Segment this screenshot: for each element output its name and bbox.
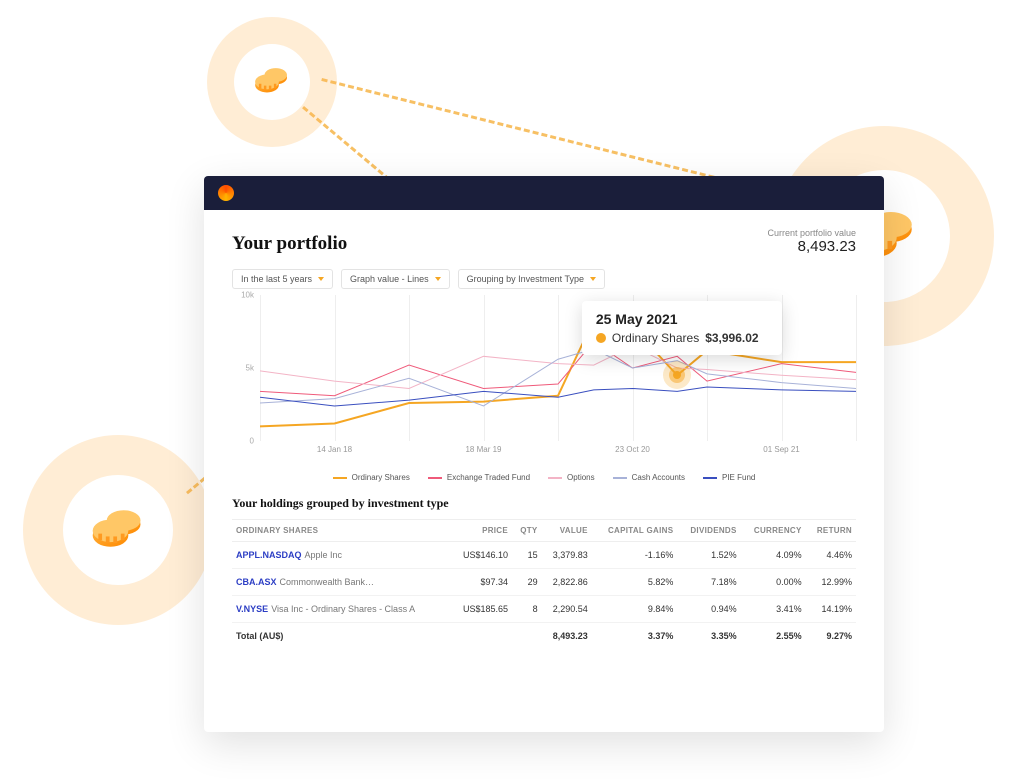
tooltip-value: $3,996.02	[705, 331, 758, 345]
legend-item[interactable]: Cash Accounts	[613, 473, 685, 482]
app-window: Your portfolio Current portfolio value 8…	[204, 176, 884, 732]
coin-bubble	[23, 435, 213, 625]
x-axis-tick: 01 Sep 21	[763, 445, 799, 454]
cell-gains: -1.16%	[592, 542, 678, 569]
cell-gains: 5.82%	[592, 569, 678, 596]
cell-return: 12.99%	[806, 569, 856, 596]
legend-swatch-icon	[548, 477, 562, 479]
table-row[interactable]: APPL.NASDAQApple Inc US$146.10 15 3,379.…	[232, 542, 856, 569]
total-gains: 3.37%	[592, 623, 678, 650]
legend-swatch-icon	[428, 477, 442, 479]
total-return: 9.27%	[806, 623, 856, 650]
cell-value: 3,379.83	[542, 542, 592, 569]
table-header: CAPITAL GAINS	[592, 520, 678, 542]
graph-type-dropdown[interactable]: Graph value - Lines	[341, 269, 450, 289]
table-header: DIVIDENDS	[677, 520, 740, 542]
company-name: Apple Inc	[305, 550, 343, 560]
tooltip-dot-icon	[596, 333, 606, 343]
legend-label: Options	[567, 473, 595, 482]
cell-value: 2,822.86	[542, 569, 592, 596]
total-value: 8,493.23	[542, 623, 592, 650]
gridline	[856, 295, 857, 441]
total-dividends: 3.35%	[677, 623, 740, 650]
legend-item[interactable]: PIE Fund	[703, 473, 755, 482]
x-axis-tick: 23 Oct 20	[615, 445, 650, 454]
holdings-subheading: Your holdings grouped by investment type	[232, 496, 856, 511]
table-header: PRICE	[450, 520, 512, 542]
legend-label: PIE Fund	[722, 473, 755, 482]
connector-line	[321, 78, 758, 190]
cell-gains: 9.84%	[592, 596, 678, 623]
legend-swatch-icon	[333, 477, 347, 479]
portfolio-value-label: Current portfolio value	[767, 228, 856, 238]
logo-icon	[218, 185, 234, 201]
ticker-link[interactable]: CBA.ASX	[236, 577, 277, 587]
grouping-dropdown-label: Grouping by Investment Type	[467, 274, 584, 284]
company-name: Visa Inc - Ordinary Shares - Class A	[271, 604, 415, 614]
table-header: VALUE	[542, 520, 592, 542]
graph-type-dropdown-label: Graph value - Lines	[350, 274, 429, 284]
portfolio-value: 8,493.23	[767, 238, 856, 255]
chevron-down-icon	[590, 277, 596, 281]
coins-icon	[252, 60, 292, 105]
total-label: Total (AU$)	[232, 623, 450, 650]
table-header: ORDINARY SHARES	[232, 520, 450, 542]
legend-item[interactable]: Ordinary Shares	[333, 473, 410, 482]
cell-qty: 8	[512, 596, 542, 623]
window-titlebar	[204, 176, 884, 210]
legend-item[interactable]: Exchange Traded Fund	[428, 473, 530, 482]
chevron-down-icon	[318, 277, 324, 281]
cell-dividends: 7.18%	[677, 569, 740, 596]
portfolio-chart: 05k10k14 Jan 1818 Mar 1923 Oct 2001 Sep …	[232, 295, 856, 465]
legend-swatch-icon	[703, 477, 717, 479]
coin-bubble	[207, 17, 337, 147]
cell-qty: 29	[512, 569, 542, 596]
page-title: Your portfolio	[232, 233, 347, 255]
cell-currency: 0.00%	[741, 569, 806, 596]
cell-price: US$185.65	[450, 596, 512, 623]
cell-price: $97.34	[450, 569, 512, 596]
cell-value: 2,290.54	[542, 596, 592, 623]
coins-icon	[88, 498, 148, 563]
table-header: CURRENCY	[741, 520, 806, 542]
total-currency: 2.55%	[741, 623, 806, 650]
legend-label: Ordinary Shares	[352, 473, 410, 482]
ticker-link[interactable]: V.NYSE	[236, 604, 268, 614]
cell-price: US$146.10	[450, 542, 512, 569]
chart-tooltip: 25 May 2021 Ordinary Shares $3,996.02	[582, 301, 782, 355]
y-axis-tick: 5k	[232, 364, 254, 373]
y-axis-tick: 0	[232, 437, 254, 446]
cell-return: 14.19%	[806, 596, 856, 623]
legend-item[interactable]: Options	[548, 473, 595, 482]
chevron-down-icon	[435, 277, 441, 281]
legend-label: Exchange Traded Fund	[447, 473, 530, 482]
cell-dividends: 0.94%	[677, 596, 740, 623]
cell-qty: 15	[512, 542, 542, 569]
x-axis-tick: 14 Jan 18	[317, 445, 352, 454]
table-header: QTY	[512, 520, 542, 542]
table-header: RETURN	[806, 520, 856, 542]
holdings-table: ORDINARY SHARESPRICEQTYVALUECAPITAL GAIN…	[232, 519, 856, 649]
table-total-row: Total (AU$) 8,493.23 3.37% 3.35% 2.55% 9…	[232, 623, 856, 650]
tooltip-date: 25 May 2021	[596, 311, 768, 327]
grouping-dropdown[interactable]: Grouping by Investment Type	[458, 269, 605, 289]
legend-swatch-icon	[613, 477, 627, 479]
portfolio-value-block: Current portfolio value 8,493.23	[767, 228, 856, 255]
cell-currency: 4.09%	[741, 542, 806, 569]
tooltip-series: Ordinary Shares	[612, 331, 699, 345]
table-row[interactable]: CBA.ASXCommonwealth Bank… $97.34 29 2,82…	[232, 569, 856, 596]
cell-return: 4.46%	[806, 542, 856, 569]
range-dropdown-label: In the last 5 years	[241, 274, 312, 284]
chart-legend: Ordinary Shares Exchange Traded Fund Optio…	[232, 473, 856, 482]
x-axis-tick: 18 Mar 19	[465, 445, 501, 454]
range-dropdown[interactable]: In the last 5 years	[232, 269, 333, 289]
cell-currency: 3.41%	[741, 596, 806, 623]
y-axis-tick: 10k	[232, 291, 254, 300]
legend-label: Cash Accounts	[632, 473, 685, 482]
cell-dividends: 1.52%	[677, 542, 740, 569]
table-row[interactable]: V.NYSEVisa Inc - Ordinary Shares - Class…	[232, 596, 856, 623]
company-name: Commonwealth Bank…	[280, 577, 375, 587]
ticker-link[interactable]: APPL.NASDAQ	[236, 550, 302, 560]
chart-controls: In the last 5 years Graph value - Lines …	[232, 269, 856, 289]
